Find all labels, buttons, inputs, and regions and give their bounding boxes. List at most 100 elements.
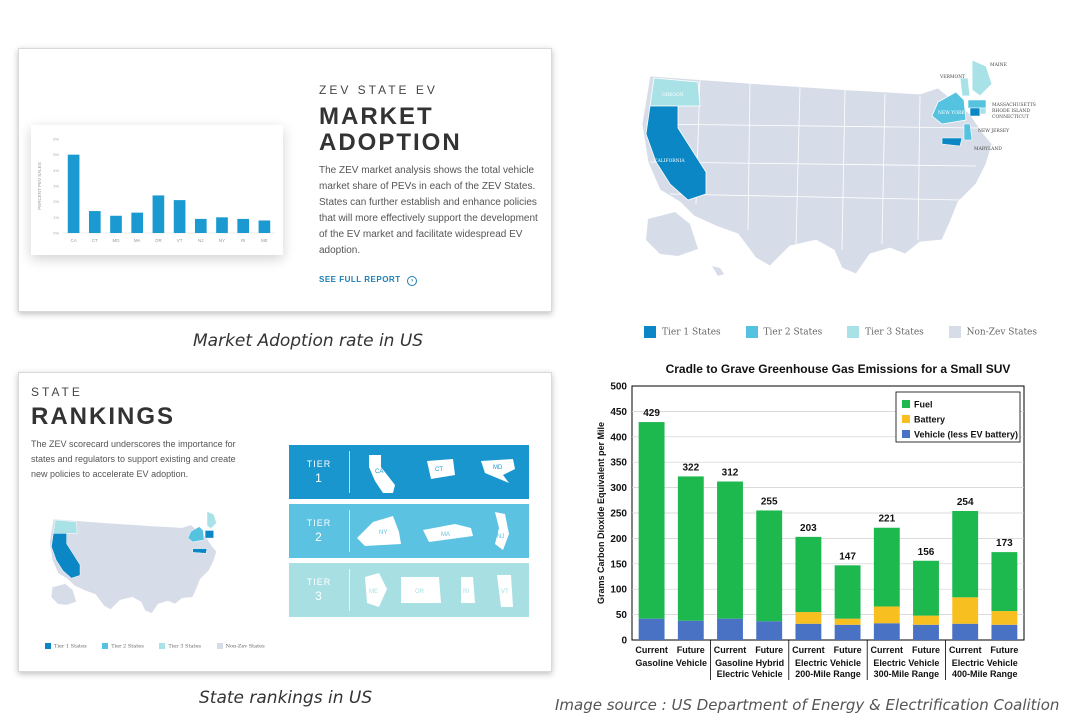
x-group-label: Electric Vehicle xyxy=(795,658,861,668)
y-tick-label: 450 xyxy=(610,407,627,418)
legend-non-zev: Non-Zev States xyxy=(948,326,1037,338)
small-map-legend: Tier 1 States Tier 2 States Tier 3 State… xyxy=(45,643,279,650)
bar-segment xyxy=(756,621,783,640)
mini-chart-xtick: MA xyxy=(134,238,141,243)
state-shape-ny xyxy=(357,516,401,546)
market-body: The ZEV market analysis shows the total … xyxy=(319,165,538,256)
y-tick-label: 300 xyxy=(610,483,627,494)
hawaii-shape xyxy=(712,266,724,276)
market-headline-line2: ADOPTION xyxy=(319,129,462,156)
legend-swatch xyxy=(902,430,910,438)
tier-3-state-ri: RI xyxy=(463,589,469,595)
state-shape-or xyxy=(401,577,441,603)
tier-3-label: TIER xyxy=(306,577,332,587)
legend-tier3: Tier 3 States xyxy=(847,326,924,338)
x-category-label: Future xyxy=(912,645,940,655)
bar-segment xyxy=(991,552,1018,612)
tier-1-state-md: MD xyxy=(493,465,503,471)
market-adoption-card: PERCENT PEV SALES 0% 1% 2% 3% 4% 5% 6% CA CT MD MA O… xyxy=(18,48,552,312)
mini-chart-bar xyxy=(88,211,101,233)
see-full-report-link[interactable]: SEE FULL REPORT › xyxy=(319,275,418,286)
mini-chart-ytick: 1% xyxy=(53,215,59,220)
bar-segment xyxy=(834,624,861,640)
y-tick-label: 200 xyxy=(610,534,627,545)
rankings-caption: State rankings in US xyxy=(199,688,373,708)
mini-chart-bar xyxy=(67,154,80,233)
tier-2-state-nj: NJ xyxy=(497,534,504,540)
bar-segment xyxy=(795,623,822,640)
y-tick-label: 150 xyxy=(610,559,627,570)
mini-chart-xtick: CA xyxy=(70,238,76,243)
y-tick-label: 0 xyxy=(621,636,627,647)
bar-total-label: 429 xyxy=(643,408,660,419)
maryland-shape xyxy=(941,137,963,147)
mini-chart-bar xyxy=(194,218,207,233)
new-jersey-shape xyxy=(963,123,973,141)
bar-total-label: 156 xyxy=(918,547,935,558)
bar-segment xyxy=(638,618,665,640)
mini-chart-xtick: NY xyxy=(219,238,225,243)
state-rankings-card: STATE RANKINGS The ZEV scorecard undersc… xyxy=(18,372,552,672)
chart-title: Cradle to Grave Greenhouse Gas Emissions… xyxy=(666,362,1011,376)
y-axis-label: Grams Carbon Dioxide Equivalent per Mile xyxy=(596,422,606,604)
y-tick-label: 350 xyxy=(610,458,627,469)
x-category-label: Current xyxy=(635,645,668,655)
bar-segment xyxy=(913,615,939,625)
connecticut-shape xyxy=(969,107,981,117)
mini-chart-xtick: ME xyxy=(261,238,268,243)
small-legend-non-zev: Non-Zev States xyxy=(216,643,265,650)
bar-segment xyxy=(952,510,979,598)
x-group-label: Gasoline Vehicle xyxy=(635,658,707,668)
x-category-label: Current xyxy=(871,645,904,655)
bar-segment xyxy=(873,527,900,607)
tier-2-state-ma: MA xyxy=(441,532,450,538)
small-legend-tier2: Tier 2 States xyxy=(102,643,144,650)
mini-chart-ytick: 6% xyxy=(53,137,59,142)
y-tick-label: 500 xyxy=(610,382,627,393)
mini-chart-bar xyxy=(216,217,228,233)
x-group-label-line2: Electric Vehicle xyxy=(717,669,783,679)
bar-segment xyxy=(991,611,1018,625)
mini-chart-ytick: 5% xyxy=(53,152,59,157)
tier-1-box: TIER 1 CA CT MD xyxy=(289,445,529,499)
state-shape-md xyxy=(481,459,515,483)
map-top-legend: Tier 1 States Tier 2 States Tier 3 State… xyxy=(644,326,1059,338)
small-legend-tier1: Tier 1 States xyxy=(45,643,87,650)
state-shape-ca xyxy=(369,455,395,493)
state-shape-vt xyxy=(497,575,513,607)
bar-total-label: 312 xyxy=(722,468,739,479)
map-label-connecticut: CONNECTICUT xyxy=(992,114,1029,120)
x-category-label: Future xyxy=(755,645,783,655)
mini-chart-ytick: 0% xyxy=(53,231,59,236)
state-shape-me xyxy=(365,573,387,607)
bar-segment xyxy=(795,536,822,613)
bar-segment xyxy=(873,623,900,640)
x-group-label-line2: 300-Mile Range xyxy=(874,669,940,679)
bar-total-label: 173 xyxy=(996,538,1013,549)
x-category-label: Future xyxy=(990,645,1018,655)
bar-segment xyxy=(834,565,861,619)
legend-swatch xyxy=(902,400,910,408)
x-category-label: Current xyxy=(949,645,982,655)
bar-segment xyxy=(913,624,939,640)
legend-swatch xyxy=(902,415,910,423)
x-group-label: Gasoline Hybrid xyxy=(715,658,784,668)
mini-chart-bar xyxy=(173,200,186,233)
bar-segment xyxy=(756,510,783,622)
california-shape xyxy=(645,105,707,201)
map-label-new-jersey: NEW JERSEY xyxy=(978,128,1010,134)
map-label-new-york: NEW YORK xyxy=(938,110,965,116)
mini-chart-bar xyxy=(152,195,165,233)
bar-segment xyxy=(913,560,939,616)
map-label-california: CALIFORNIA xyxy=(654,158,685,164)
mini-chart-ytick: 3% xyxy=(53,184,59,189)
y-tick-label: 250 xyxy=(610,509,627,520)
tier-2-box: TIER 2 NY MA NJ xyxy=(289,504,529,558)
oregon-shape xyxy=(649,77,701,107)
mini-chart-bar xyxy=(258,220,271,233)
tier-2-state-ny: NY xyxy=(379,530,387,536)
source-caption: Image source : US Department of Energy &… xyxy=(555,696,1060,714)
chart-legend xyxy=(895,391,1021,443)
map-label-vermont: VERMONT xyxy=(939,74,965,80)
legend-label: Vehicle (less EV battery) xyxy=(914,430,1018,440)
